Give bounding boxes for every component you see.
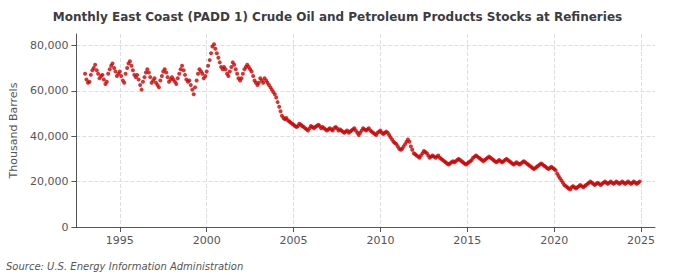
svg-text:2015: 2015 <box>453 234 481 247</box>
svg-text:0: 0 <box>61 221 68 234</box>
svg-text:2000: 2000 <box>193 234 221 247</box>
svg-text:2010: 2010 <box>366 234 394 247</box>
svg-text:Source: U.S. Energy Informatio: Source: U.S. Energy Information Administ… <box>6 261 243 272</box>
svg-text:2020: 2020 <box>540 234 568 247</box>
svg-text:Monthly East Coast (PADD 1) Cr: Monthly East Coast (PADD 1) Crude Oil an… <box>53 10 622 24</box>
svg-text:20,000: 20,000 <box>30 175 69 188</box>
svg-text:Thousand Barrels: Thousand Barrels <box>7 82 20 179</box>
svg-text:60,000: 60,000 <box>30 84 69 97</box>
svg-text:2025: 2025 <box>627 234 655 247</box>
svg-text:1995: 1995 <box>106 234 134 247</box>
svg-text:80,000: 80,000 <box>30 39 69 52</box>
svg-text:2005: 2005 <box>280 234 308 247</box>
svg-text:40,000: 40,000 <box>30 130 69 143</box>
